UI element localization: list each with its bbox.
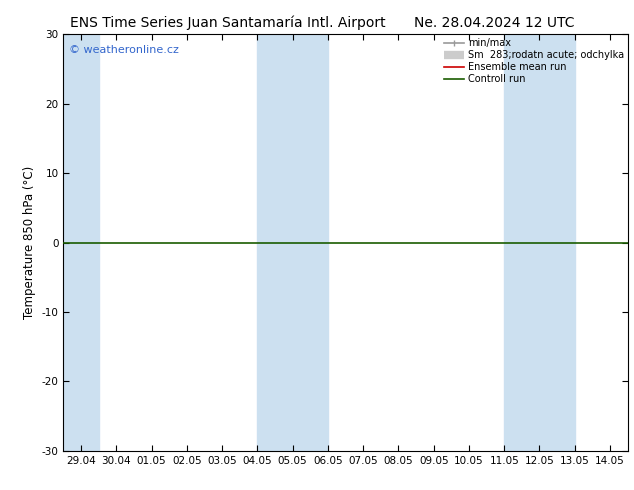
Text: ENS Time Series Juan Santamaría Intl. Airport: ENS Time Series Juan Santamaría Intl. Ai… (70, 16, 386, 30)
Legend: min/max, Sm  283;rodatn acute; odchylka, Ensemble mean run, Controll run: min/max, Sm 283;rodatn acute; odchylka, … (443, 36, 626, 86)
Bar (257, 34, 328, 451)
Text: Ne. 28.04.2024 12 UTC: Ne. 28.04.2024 12 UTC (414, 16, 575, 30)
Bar (504, 34, 575, 451)
Y-axis label: Temperature 850 hPa (°C): Temperature 850 hPa (°C) (23, 166, 36, 319)
Bar (63, 34, 99, 451)
Text: © weatheronline.cz: © weatheronline.cz (69, 45, 179, 55)
